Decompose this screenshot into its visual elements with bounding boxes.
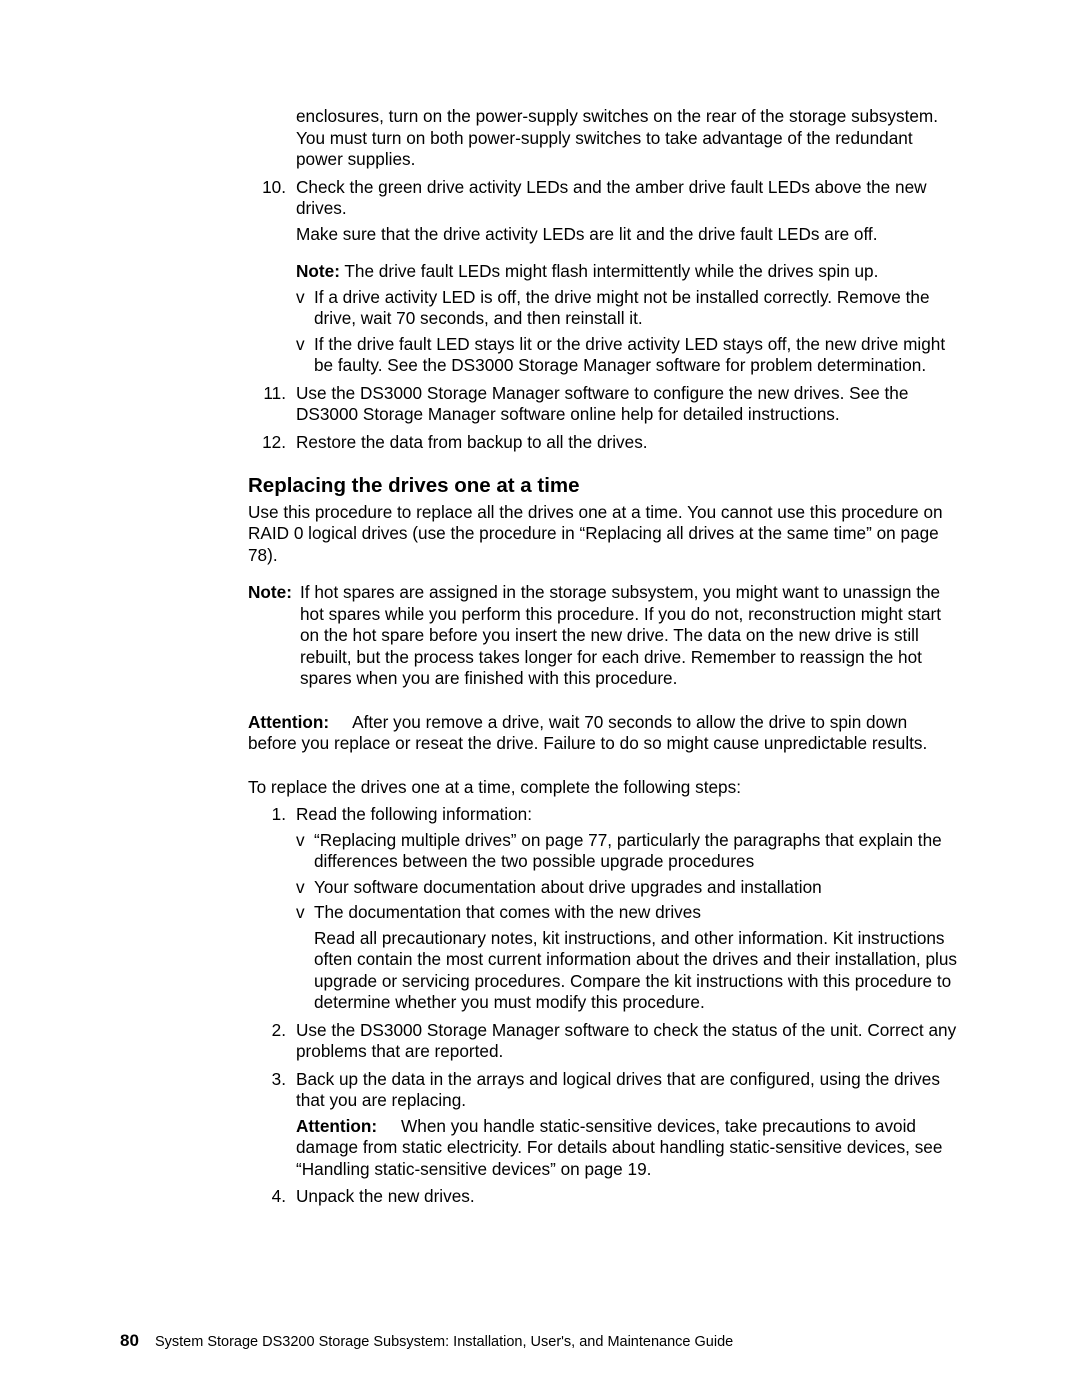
attention-text: After you remove a drive, wait 70 second… xyxy=(248,712,927,754)
step-body: Use the DS3000 Storage Manager software … xyxy=(296,1020,960,1063)
list-body: Check the green drive activity LEDs and … xyxy=(296,177,960,377)
step-body: Unpack the new drives. xyxy=(296,1186,960,1208)
lead-paragraph: To replace the drives one at a time, com… xyxy=(248,777,960,799)
attention-label: Attention: xyxy=(248,712,329,732)
list-body: enclosures, turn on the power-supply swi… xyxy=(296,106,960,171)
page-footer: 80 System Storage DS3200 Storage Subsyst… xyxy=(120,1331,733,1351)
paragraph: Read the following information: xyxy=(296,804,960,826)
footer-title: System Storage DS3200 Storage Subsystem:… xyxy=(155,1334,733,1350)
attention-label: Attention: xyxy=(296,1116,377,1136)
step-body: Read the following information: v “Repla… xyxy=(296,804,960,1014)
bullet-item: v If a drive activity LED is off, the dr… xyxy=(296,287,960,330)
bullet-glyph: v xyxy=(296,287,314,330)
step-3: 3. Back up the data in the arrays and lo… xyxy=(256,1069,960,1181)
bullet-text: If the drive fault LED stays lit or the … xyxy=(314,334,960,377)
step-number: 4. xyxy=(256,1186,296,1208)
note-label: Note: xyxy=(296,261,340,281)
page: enclosures, turn on the power-supply swi… xyxy=(0,0,1080,1397)
list-body: Restore the data from backup to all the … xyxy=(296,432,960,454)
list-number-empty xyxy=(248,106,296,171)
list-item-12: 12. Restore the data from backup to all … xyxy=(248,432,960,454)
bullet-item: v If the drive fault LED stays lit or th… xyxy=(296,334,960,377)
list-number: 10. xyxy=(248,177,296,377)
note: Note: The drive fault LEDs might flash i… xyxy=(296,261,960,283)
step-number: 2. xyxy=(256,1020,296,1063)
bullet-glyph: v xyxy=(296,902,314,1014)
page-number: 80 xyxy=(120,1331,139,1350)
step-1: 1. Read the following information: v “Re… xyxy=(256,804,960,1014)
paragraph: Use this procedure to replace all the dr… xyxy=(248,502,960,567)
paragraph: Check the green drive activity LEDs and … xyxy=(296,177,960,220)
paragraph: Read all precautionary notes, kit instru… xyxy=(314,928,960,1014)
list-number: 12. xyxy=(248,432,296,454)
bullet-glyph: v xyxy=(296,334,314,377)
bullet-text: The documentation that comes with the ne… xyxy=(314,902,960,924)
list-body: Use the DS3000 Storage Manager software … xyxy=(296,383,960,426)
list-number: 11. xyxy=(248,383,296,426)
step-number: 1. xyxy=(256,804,296,1014)
attention-block: Attention: After you remove a drive, wai… xyxy=(248,712,960,755)
paragraph: Make sure that the drive activity LEDs a… xyxy=(296,224,960,246)
note-text: The drive fault LEDs might flash intermi… xyxy=(344,261,878,281)
bullet-text: If a drive activity LED is off, the driv… xyxy=(314,287,960,330)
bullet-glyph: v xyxy=(296,830,314,873)
bullet-text: “Replacing multiple drives” on page 77, … xyxy=(314,830,960,873)
bullet-item: v The documentation that comes with the … xyxy=(296,902,960,1014)
attention-inline: Attention: When you handle static-sensit… xyxy=(296,1116,960,1181)
step-4: 4. Unpack the new drives. xyxy=(256,1186,960,1208)
list-item-continuation: enclosures, turn on the power-supply swi… xyxy=(248,106,960,171)
list-item-11: 11. Use the DS3000 Storage Manager softw… xyxy=(248,383,960,426)
bullet-body: The documentation that comes with the ne… xyxy=(314,902,960,1014)
note-text: If hot spares are assigned in the storag… xyxy=(300,582,960,690)
bullet-text: Your software documentation about drive … xyxy=(314,877,960,899)
paragraph: Back up the data in the arrays and logic… xyxy=(296,1069,960,1112)
bullet-item: v “Replacing multiple drives” on page 77… xyxy=(296,830,960,873)
step-2: 2. Use the DS3000 Storage Manager softwa… xyxy=(256,1020,960,1063)
bullet-item: v Your software documentation about driv… xyxy=(296,877,960,899)
bullet-glyph: v xyxy=(296,877,314,899)
list-item-10: 10. Check the green drive activity LEDs … xyxy=(248,177,960,377)
note-block: Note: If hot spares are assigned in the … xyxy=(248,582,960,690)
step-number: 3. xyxy=(256,1069,296,1181)
section-heading: Replacing the drives one at a time xyxy=(248,473,960,499)
step-body: Back up the data in the arrays and logic… xyxy=(296,1069,960,1181)
note-label: Note: xyxy=(248,582,300,690)
content-column: enclosures, turn on the power-supply swi… xyxy=(248,106,960,1208)
